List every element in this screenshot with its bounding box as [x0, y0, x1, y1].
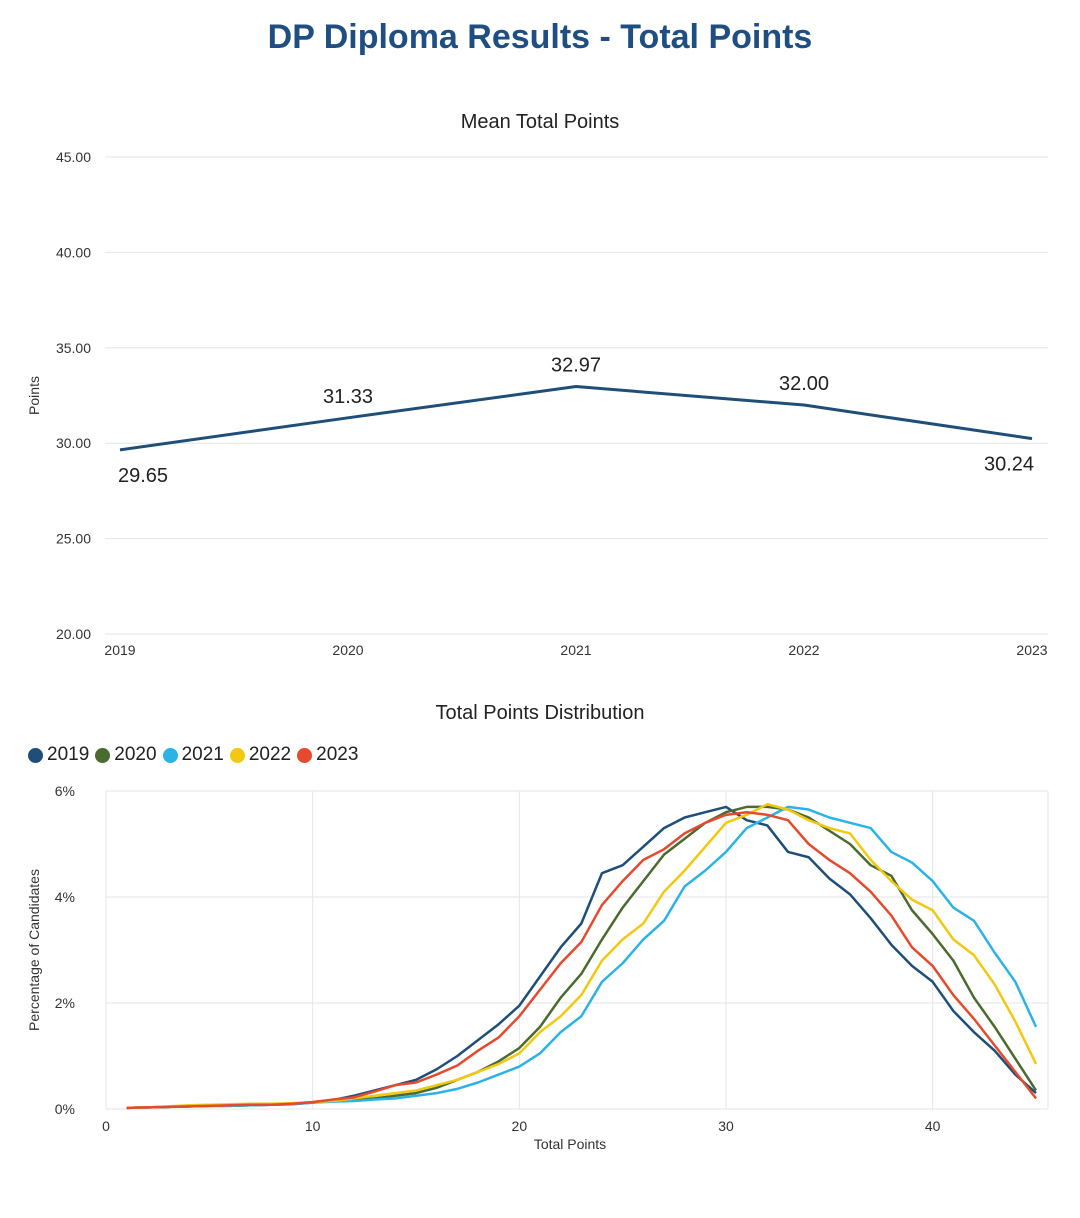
legend-item-2022: 2022	[229, 744, 292, 766]
x-tick-label: 2019	[104, 642, 135, 658]
legend-marker	[28, 747, 43, 763]
distribution-legend: 2019 2020 2021 2022 2023	[28, 744, 360, 766]
y-tick-label: 25.00	[56, 531, 91, 547]
legend-label: 2019	[47, 744, 90, 765]
y-tick-label: 45.00	[56, 149, 91, 165]
series-line-2023	[126, 810, 1037, 1110]
x-axis-label: Total Points	[534, 1136, 606, 1152]
legend-marker	[229, 747, 245, 763]
x-tick-label: 2022	[788, 642, 819, 658]
legend-marker	[95, 747, 111, 763]
y-tick-label: 2%	[55, 995, 75, 1011]
x-tick-label: 2021	[560, 642, 591, 658]
x-tick-label: 2020	[332, 642, 363, 658]
x-tick-label: 2023	[1016, 642, 1047, 658]
y-tick-label: 4%	[55, 889, 75, 905]
legend-label: 2023	[316, 744, 359, 765]
legend-item-2020: 2020	[95, 744, 157, 766]
data-label: 30.24	[984, 454, 1034, 476]
x-tick-label: 30	[718, 1118, 734, 1134]
series-line-2021	[126, 805, 1038, 1110]
y-tick-label: 20.00	[56, 626, 91, 642]
y-tick-label: 35.00	[56, 340, 91, 356]
mean-series-line	[119, 385, 1033, 452]
y-tick-label: 40.00	[56, 244, 91, 260]
legend-item-2023: 2023	[297, 744, 358, 766]
y-axis-label: Percentage of Candidates	[26, 869, 42, 1031]
series-line-2020	[126, 805, 1038, 1110]
data-label: 32.00	[779, 373, 829, 395]
legend-marker	[297, 747, 313, 763]
data-label: 29.65	[118, 465, 168, 487]
page-title: DP Diploma Results - Total Points	[267, 18, 813, 56]
legend-marker	[162, 747, 178, 763]
data-label: 31.33	[323, 386, 373, 408]
data-label: 32.97	[551, 355, 601, 377]
x-tick-label: 40	[925, 1118, 941, 1134]
x-tick-label: 0	[102, 1118, 110, 1134]
distribution-chart-title: Total Points Distribution	[435, 702, 645, 724]
mean-total-points-chart: 20.00 25.00 30.00 35.00 40.00 45.00 2019 2020 20…	[26, 149, 1048, 658]
legend-label: 2021	[181, 744, 224, 765]
series-line-2022	[126, 803, 1038, 1110]
x-tick-label: 10	[305, 1118, 321, 1134]
legend-label: 2022	[248, 744, 292, 765]
legend-item-2021: 2021	[162, 744, 224, 766]
legend-label: 2020	[114, 744, 157, 765]
mean-chart-title: Mean Total Points	[460, 111, 620, 133]
legend-item-2019: 2019	[28, 744, 89, 766]
y-tick-label: 0%	[55, 1101, 75, 1117]
x-tick-label: 20	[512, 1118, 528, 1134]
y-axis-label: Points	[26, 376, 42, 415]
y-tick-label: 6%	[55, 783, 75, 799]
y-tick-label: 30.00	[56, 435, 91, 451]
series-line-2019	[126, 805, 1037, 1110]
